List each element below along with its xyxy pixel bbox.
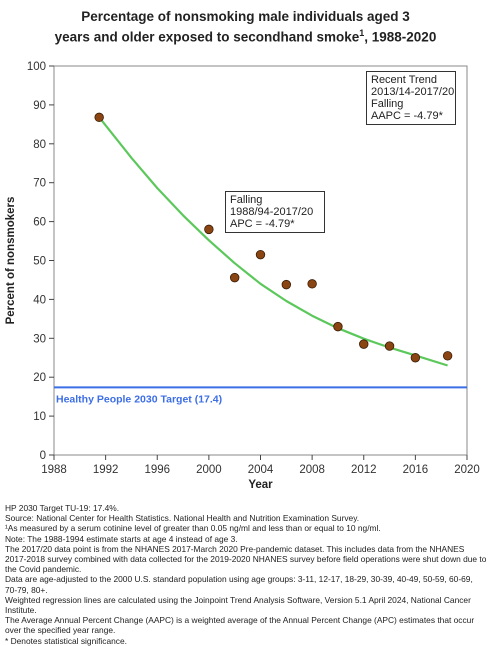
footnotes: HP 2030 Target TU-19: 17.4%. Source: Nat… (5, 503, 487, 646)
data-point (333, 321, 343, 332)
axes: 0 10 20 30 40 50 60 70 80 90 100 1988 1992 1996 2000 20… (5, 61, 480, 491)
footnote: The 2017/20 data point is from the NHANE… (5, 543, 487, 575)
data-point (359, 339, 369, 349)
y-tick-label: 100 (27, 61, 46, 73)
x-tick-label: 1992 (93, 464, 119, 476)
target-label: Healthy People 2030 Target (17.4) (56, 393, 222, 405)
y-tick-label: 30 (33, 333, 46, 345)
recent-trend-line: AAPC = -4.79* (371, 110, 443, 122)
x-axis-label: Year (248, 479, 273, 491)
chart-title: Percentage of nonsmoking male individual… (0, 8, 491, 46)
apc-line: Falling (230, 194, 263, 206)
footnote: ¹As measured by a serum cotinine level o… (5, 523, 381, 534)
recent-trend-line: Falling (371, 98, 404, 110)
x-tick-label: 2008 (299, 464, 325, 476)
footnote: HP 2030 Target TU-19: 17.4%. (5, 503, 120, 513)
y-tick-label: 80 (33, 139, 46, 151)
data-point (442, 351, 453, 361)
x-tick-label: 2004 (248, 464, 274, 476)
data-point (229, 272, 240, 283)
data-point (204, 224, 214, 235)
y-tick-label: 90 (33, 100, 46, 112)
title-footnote-mark: 1 (359, 28, 365, 38)
apc-line: 1988/94-2017/20 (230, 206, 314, 218)
x-tick-label: 2020 (454, 464, 480, 476)
plot-area (53, 65, 468, 456)
data-point (255, 249, 266, 260)
recent-trend-box: Recent Trend 2013/14-2017/20 Falling AAP… (366, 71, 456, 125)
apc-line: APC = -4.79* (230, 218, 295, 230)
data-point (94, 112, 104, 123)
y-tick-label: 50 (33, 256, 46, 268)
x-tick-label: 2000 (196, 464, 222, 476)
marks: Healthy People 2030 Target (17.4) (54, 112, 467, 405)
y-tick-label: 10 (33, 411, 46, 423)
recent-trend-line: Recent Trend (371, 74, 438, 86)
footnote: Data are age-adjusted to the 2000 U.S. s… (5, 574, 473, 595)
title-line-1: Percentage of nonsmoking male individual… (81, 9, 410, 24)
y-tick-label: 60 (33, 217, 46, 229)
footnote: Weighted regression lines are calculated… (5, 594, 471, 616)
data-point (384, 341, 395, 351)
title-suffix: , 1988-2020 (364, 29, 437, 45)
y-tick-label: 0 (40, 450, 46, 462)
y-tick-label: 70 (33, 178, 46, 190)
y-tick-label: 40 (33, 294, 46, 306)
data-point (307, 279, 317, 289)
footnote: * Denotes statistical significance. (5, 635, 127, 646)
y-axis-label: Percent of nonsmokers (5, 197, 17, 325)
data-point (410, 353, 421, 363)
x-tick-label: 2012 (351, 464, 377, 476)
x-tick-label: 1996 (144, 464, 170, 476)
footnote: The Average Annual Percent Change (AAPC)… (5, 615, 475, 636)
chart-plot: 0 10 20 30 40 50 60 70 80 90 100 1988 1992 1996 2000 20… (5, 61, 480, 491)
footnote: Note: The 1988-1994 estimate starts at a… (5, 533, 238, 544)
recent-trend-line: 2013/14-2017/20 (371, 86, 455, 98)
y-tick-label: 20 (33, 372, 46, 384)
x-tick-label: 2016 (403, 464, 429, 476)
title-line-2: years and older exposed to secondhand sm… (54, 29, 360, 45)
apc-box: Falling 1988/94-2017/20 APC = -4.79* (225, 191, 325, 233)
footnote: Source: National Center for Health Stati… (5, 513, 360, 524)
data-point (281, 279, 292, 290)
x-tick-label: 1988 (41, 464, 67, 476)
